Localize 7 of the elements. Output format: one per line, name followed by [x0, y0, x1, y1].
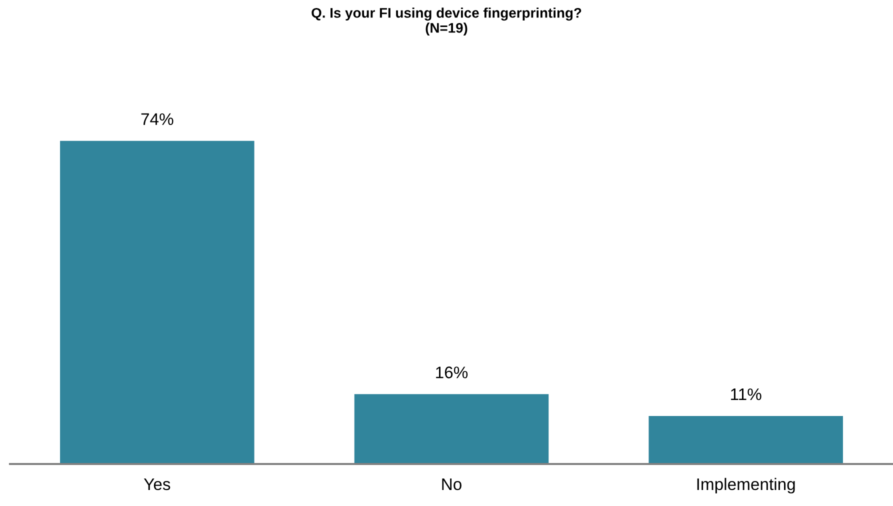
data-label: 11% [731, 388, 762, 400]
data-label: 16% [436, 366, 468, 378]
x-tick-label: Implementing [697, 478, 795, 494]
chart-title: Q. Is your FI using device fingerprinting? (N=19) [312, 8, 582, 36]
x-tick-label: Yes [144, 478, 170, 490]
data-label: 74% [141, 113, 174, 125]
x-tick-label: No [442, 478, 462, 490]
